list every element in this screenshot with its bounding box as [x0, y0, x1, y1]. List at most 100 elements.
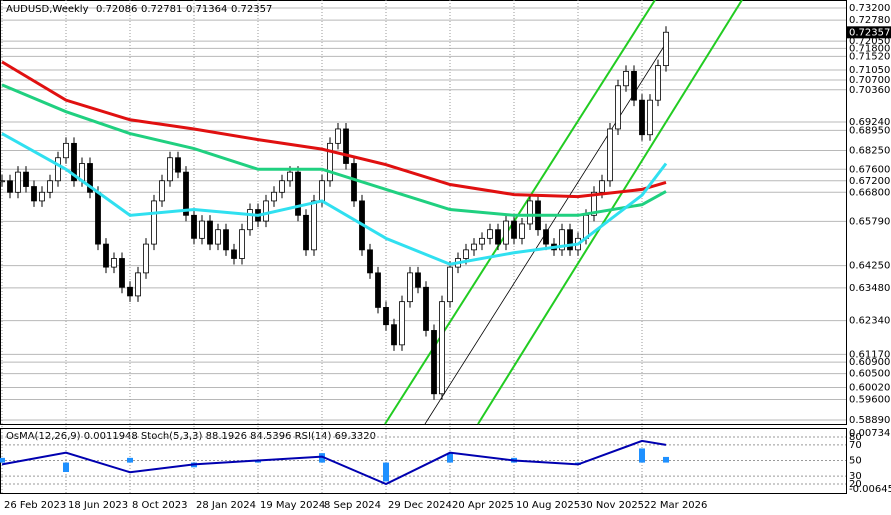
- osma-bar: [63, 462, 69, 473]
- x-tick-label: 8 Oct 2023: [132, 500, 187, 511]
- moving-average: [1, 132, 668, 266]
- candle: [55, 157, 61, 182]
- candle: [95, 191, 101, 245]
- candle: [279, 180, 285, 193]
- candle: [239, 229, 245, 259]
- candle: [367, 249, 373, 274]
- osma-tick-label: 0.0073408: [849, 428, 891, 439]
- candle: [7, 180, 13, 193]
- candle: [63, 142, 69, 159]
- candle: [39, 191, 45, 202]
- candle: [87, 163, 93, 193]
- y-tick-label: 0.71800: [849, 43, 890, 54]
- rsi-tick-label: 70: [849, 440, 862, 451]
- y-tick-label: 0.63480: [849, 283, 890, 294]
- candle: [607, 128, 613, 182]
- candle: [71, 142, 77, 182]
- candle: [327, 142, 333, 182]
- y-tick-label: 0.61170: [849, 349, 890, 360]
- candle: [311, 200, 317, 251]
- candle: [479, 237, 485, 245]
- candle: [335, 128, 341, 144]
- x-tick-label: 28 Jan 2024: [196, 500, 256, 511]
- candle: [399, 301, 405, 346]
- rsi-tick-label: 30: [849, 471, 862, 482]
- candle: [591, 191, 597, 216]
- x-tick-label: 26 Feb 2023: [4, 500, 66, 511]
- candle: [47, 180, 53, 193]
- osma-bar: [639, 448, 645, 463]
- candle: [423, 286, 429, 331]
- candle: [103, 243, 109, 268]
- low: 0.71364: [186, 4, 227, 15]
- y-tick-label: 0.72780: [849, 15, 890, 26]
- x-tick-label: 30 Nov 2025: [580, 500, 644, 511]
- candle: [655, 65, 661, 101]
- candle: [159, 180, 165, 202]
- candle: [287, 171, 293, 182]
- candle: [639, 99, 645, 136]
- rsi-tick-label: 50: [849, 456, 862, 467]
- close: 0.72357: [231, 4, 272, 15]
- x-tick-label: 20 Apr 2025: [452, 500, 514, 511]
- y-tick-label: 0.67200: [849, 176, 890, 187]
- candle: [495, 229, 501, 245]
- candle: [167, 157, 173, 182]
- candle: [247, 209, 253, 231]
- candle: [383, 307, 389, 326]
- candle: [511, 220, 517, 239]
- y-tick-label: 0.60020: [849, 382, 890, 393]
- candle: [0, 180, 5, 183]
- candle: [295, 171, 301, 216]
- y-tick-label: 0.60900: [849, 357, 890, 368]
- candle: [519, 223, 525, 239]
- x-tick-label: 29 Dec 2024: [388, 500, 452, 511]
- y-tick-label: 0.64250: [849, 261, 890, 272]
- osma-tick-label: -0.006457: [849, 484, 891, 495]
- candle: [351, 163, 357, 202]
- main-frame: [0, 0, 847, 425]
- osma-bar: [0, 457, 5, 463]
- candle: [271, 191, 277, 202]
- high: 0.72781: [141, 4, 182, 15]
- channel-line: [384, 0, 656, 425]
- candle: [231, 249, 237, 259]
- candle: [191, 214, 197, 239]
- price-tag-bg: [847, 26, 891, 39]
- y-tick-label: 0.58890: [849, 415, 890, 426]
- y-tick-label: 0.71050: [849, 65, 890, 76]
- moving-average: [1, 60, 667, 199]
- osma-bar: [447, 453, 453, 463]
- y-tick-label: 0.73200: [849, 3, 890, 14]
- channel-line: [477, 0, 743, 425]
- candle: [415, 272, 421, 288]
- candle: [223, 229, 229, 251]
- candle: [623, 70, 629, 87]
- y-tick-label: 0.70360: [849, 85, 890, 96]
- x-tick-label: 8 Sep 2024: [324, 500, 381, 511]
- moving-average: [1, 83, 667, 217]
- candle: [15, 171, 21, 193]
- candle: [647, 99, 653, 136]
- candle: [663, 31, 669, 67]
- osma-bar: [127, 457, 133, 463]
- y-tick-label: 0.67600: [849, 164, 890, 175]
- candle: [391, 324, 397, 346]
- candle: [303, 214, 309, 251]
- candle: [463, 249, 469, 259]
- candle: [471, 243, 477, 251]
- osma-bar: [383, 462, 389, 482]
- y-tick-label: 0.65790: [849, 216, 890, 227]
- candle: [143, 243, 149, 274]
- candle: [559, 229, 565, 251]
- candle: [119, 258, 125, 288]
- candle: [183, 171, 189, 216]
- candle: [263, 200, 269, 222]
- y-tick-label: 0.66800: [849, 187, 890, 198]
- candle: [343, 128, 349, 164]
- candle: [127, 286, 133, 297]
- osma-bar: [663, 456, 669, 463]
- x-tick-label: 10 Aug 2025: [516, 500, 580, 511]
- rsi-line: [1, 439, 667, 486]
